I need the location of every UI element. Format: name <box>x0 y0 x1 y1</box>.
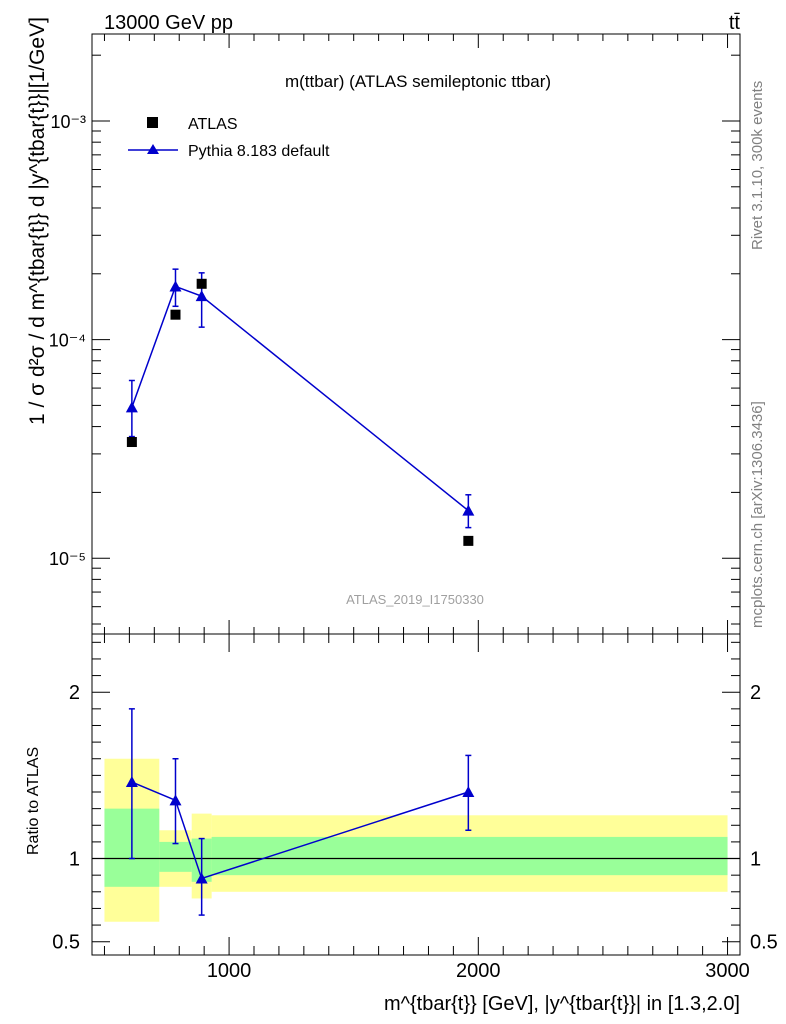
energy-label: 13000 GeV pp <box>104 12 233 34</box>
ratio-series <box>125 708 475 916</box>
main-y-tick-label: 10⁻⁵ <box>49 549 86 569</box>
main-panel: 10⁻⁵ 10⁻⁴ 10⁻³ m(ttbar) (ATLAS semileptoni… <box>26 17 741 635</box>
pythia-point <box>195 290 208 302</box>
ratio-frame <box>91 633 741 956</box>
main-title: m(ttbar) (ATLAS semileptonic ttbar) <box>285 72 551 91</box>
ratio-green-band <box>211 836 728 876</box>
ratio-y-axis-label: Ratio to ATLAS <box>25 747 42 855</box>
atlas-point <box>170 309 181 320</box>
ratio-y-tick-label-right: 2 <box>750 682 761 704</box>
ratio-pythia-point <box>125 776 138 788</box>
process-label: tt̄ <box>729 12 741 34</box>
x-tick-label: 3000 <box>705 960 750 982</box>
ratio-green-band <box>159 841 192 872</box>
atlas-point <box>463 535 474 546</box>
main-y-tick-label: 10⁻³ <box>50 112 86 132</box>
main-series <box>125 268 475 546</box>
rivet-label: Rivet 3.1.10, 300k events <box>749 81 766 250</box>
pythia-point <box>169 280 182 292</box>
pythia-point <box>125 401 138 413</box>
analysis-tag: ATLAS_2019_I1750330 <box>346 592 484 607</box>
ratio-panel: 0.5 0.5 1 1 2 2 1000 2000 3000 Ratio to ATLAS m^… <box>25 633 778 1015</box>
ratio-pythia-point <box>462 786 475 798</box>
ratio-pythia-line <box>131 781 469 880</box>
mcplots-label: mcplots.cern.ch [arXiv:1306.3436] <box>749 401 766 628</box>
ratio-y-tick-label-left: 1 <box>69 849 80 871</box>
x-tick-label: 1000 <box>207 960 252 982</box>
ratio-pythia-point <box>169 794 182 806</box>
main-y-tick-label: 10⁻⁴ <box>49 331 86 351</box>
pythia-point <box>462 504 475 516</box>
ratio-y-tick-label-left: 2 <box>69 682 80 704</box>
legend: ATLAS Pythia 8.183 default <box>128 116 330 160</box>
ratio-pythia-point <box>195 872 208 884</box>
pythia-line <box>131 285 469 512</box>
x-axis-label: m^{tbar{t}} [GeV], |y^{tbar{t}}| in [1.3… <box>384 993 740 1015</box>
legend-pythia-marker <box>147 144 159 154</box>
legend-atlas-label: ATLAS <box>188 116 238 133</box>
main-y-axis-label: 1 / σ d²σ / d m^{tbar{t}} d |y^{tbar{t}}… <box>26 17 49 425</box>
atlas-point <box>126 437 137 448</box>
ratio-y-tick-label-left: 0.5 <box>52 932 80 954</box>
x-tick-label: 2000 <box>456 960 501 982</box>
ratio-y-tick-label-right: 0.5 <box>750 932 778 954</box>
ratio-uncertainty-bands <box>104 758 728 922</box>
legend-atlas-marker <box>147 117 158 128</box>
main-axis-ticks: 10⁻⁵ 10⁻⁴ 10⁻³ <box>49 34 740 634</box>
ratio-y-tick-label-right: 1 <box>750 849 761 871</box>
legend-pythia-label: Pythia 8.183 default <box>188 143 330 160</box>
ratio-axis-ticks: 0.5 0.5 1 1 2 2 1000 2000 3000 <box>52 634 778 982</box>
atlas-point <box>196 278 207 289</box>
